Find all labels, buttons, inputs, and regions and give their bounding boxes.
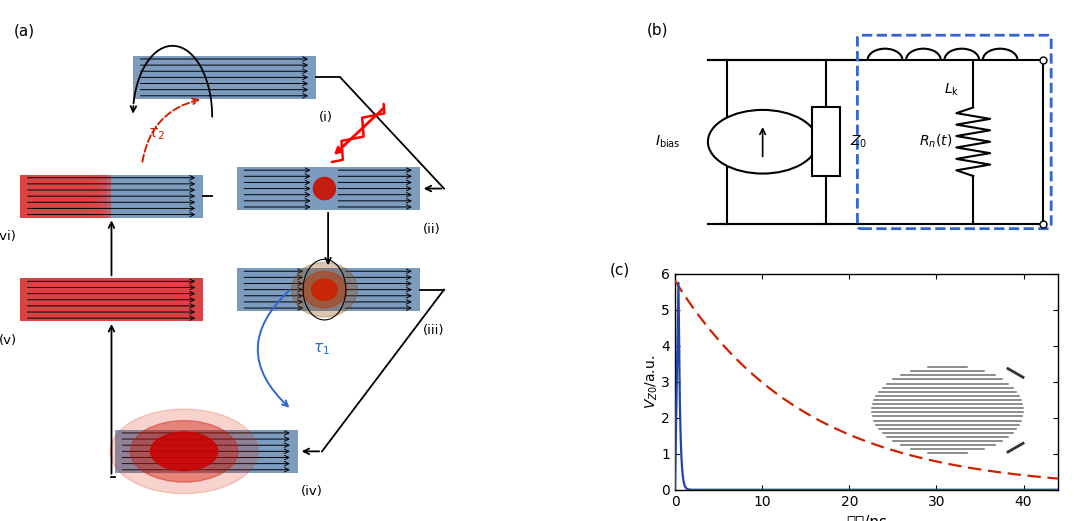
Ellipse shape xyxy=(313,178,336,200)
Bar xyxy=(19,175,103,218)
Bar xyxy=(19,175,33,218)
Bar xyxy=(19,175,66,218)
Bar xyxy=(19,278,203,321)
Bar xyxy=(19,278,203,321)
Bar xyxy=(19,175,48,218)
Bar xyxy=(19,175,52,218)
Bar xyxy=(19,278,203,321)
Bar xyxy=(19,175,93,218)
Bar xyxy=(19,278,203,321)
Bar xyxy=(19,278,203,321)
Bar xyxy=(237,167,420,210)
Text: $Z_0$: $Z_0$ xyxy=(850,133,867,150)
Bar xyxy=(19,175,80,218)
Ellipse shape xyxy=(150,432,218,470)
Text: $\tau_2$: $\tau_2$ xyxy=(148,127,165,142)
Bar xyxy=(19,175,111,218)
Bar xyxy=(19,175,43,218)
Bar xyxy=(19,278,203,321)
Bar xyxy=(19,175,75,218)
Bar xyxy=(19,278,203,321)
Ellipse shape xyxy=(312,279,337,300)
Bar xyxy=(237,268,420,311)
Bar xyxy=(19,278,203,321)
Bar xyxy=(19,175,25,218)
Bar xyxy=(114,430,298,473)
Bar xyxy=(19,278,203,321)
Bar xyxy=(19,278,203,321)
Text: $I_{\rm bias}$: $I_{\rm bias}$ xyxy=(656,133,680,150)
Bar xyxy=(19,175,70,218)
Bar xyxy=(133,56,316,99)
Text: (vi): (vi) xyxy=(0,230,17,243)
Bar xyxy=(19,175,107,218)
Text: (i): (i) xyxy=(319,111,333,125)
Bar xyxy=(19,175,56,218)
Text: $R_n(t)$: $R_n(t)$ xyxy=(919,133,953,151)
Bar xyxy=(19,278,203,321)
Text: (v): (v) xyxy=(0,334,17,347)
Bar xyxy=(19,175,98,218)
X-axis label: 时间/ns: 时间/ns xyxy=(847,514,887,521)
Text: $\tau_1$: $\tau_1$ xyxy=(313,341,329,357)
Bar xyxy=(19,278,203,321)
Text: $L_{\rm k}$: $L_{\rm k}$ xyxy=(945,82,960,98)
Ellipse shape xyxy=(302,271,347,308)
Bar xyxy=(19,278,203,321)
Ellipse shape xyxy=(131,420,238,482)
Ellipse shape xyxy=(110,409,258,493)
Bar xyxy=(19,278,203,321)
Bar xyxy=(19,175,203,218)
Text: (iv): (iv) xyxy=(300,486,323,499)
Bar xyxy=(19,278,203,321)
Bar xyxy=(19,175,62,218)
Bar xyxy=(19,278,203,321)
Bar xyxy=(19,278,203,321)
Bar xyxy=(19,278,203,321)
Bar xyxy=(19,278,203,321)
Text: (a): (a) xyxy=(14,23,35,38)
Bar xyxy=(812,107,839,176)
Bar xyxy=(19,175,84,218)
Text: (ii): (ii) xyxy=(422,222,441,235)
Bar xyxy=(19,278,203,321)
Bar xyxy=(19,278,203,321)
Bar xyxy=(19,175,89,218)
Y-axis label: $V_{Z0}$/a.u.: $V_{Z0}$/a.u. xyxy=(644,355,660,408)
Bar xyxy=(19,175,38,218)
Text: (b): (b) xyxy=(647,23,669,38)
Text: (iii): (iii) xyxy=(422,324,444,337)
Bar xyxy=(19,175,29,218)
Circle shape xyxy=(707,110,818,173)
Text: (c): (c) xyxy=(610,263,630,278)
Ellipse shape xyxy=(292,263,357,317)
